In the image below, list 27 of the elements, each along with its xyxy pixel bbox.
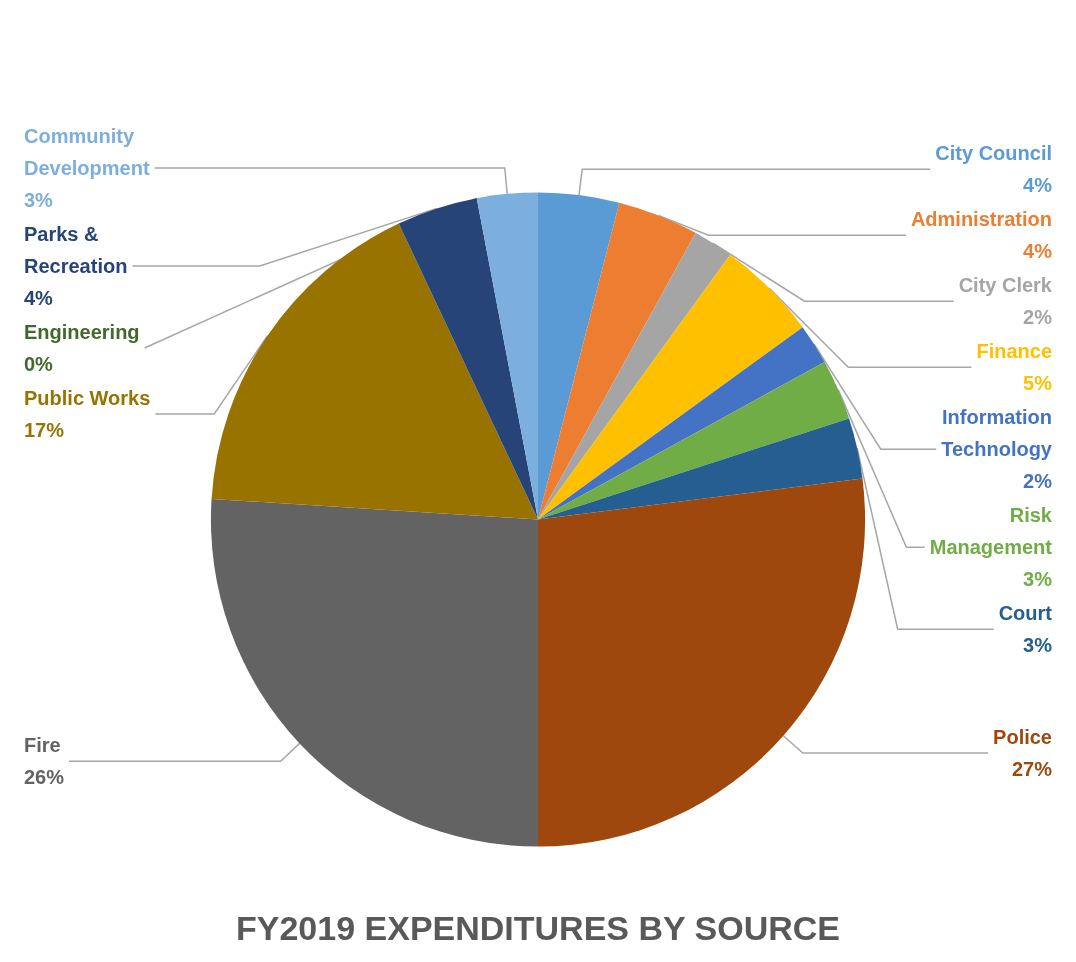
data-label: 3% (1023, 634, 1053, 657)
data-label: 27% (1011, 757, 1053, 780)
slice-label: City Council (935, 142, 1052, 165)
data-label: 17% (24, 418, 65, 441)
slice-label: Fire (24, 734, 61, 757)
slice-label: Risk Management (929, 504, 1053, 559)
slice-label: Administration (910, 208, 1052, 231)
slice-label: City Clerk (958, 274, 1053, 297)
slice-label: Community Development (24, 124, 150, 179)
data-label: 3% (1023, 568, 1053, 591)
data-label: 5% (1023, 372, 1053, 395)
data-label: 3% (24, 188, 54, 211)
text: FY2019 EXPENDITURES BY SOURCE (236, 909, 840, 947)
slice-label: Public Works (24, 386, 151, 409)
data-label: 2% (1023, 306, 1053, 329)
data-label: 2% (1023, 470, 1053, 493)
slice-label: Court (998, 602, 1053, 625)
slice-label: Police (993, 725, 1052, 748)
data-label: 4% (24, 286, 54, 309)
slice-label: Information Technology (941, 406, 1053, 461)
slice-label: Finance (976, 340, 1052, 363)
text: 0% (24, 352, 53, 375)
data-label: 26% (24, 766, 65, 789)
slice-label: Parks & Recreation (24, 222, 128, 277)
category-label: Engineering (24, 320, 140, 343)
data-label: 4% (1023, 240, 1053, 263)
data-label: 4% (1023, 174, 1053, 197)
